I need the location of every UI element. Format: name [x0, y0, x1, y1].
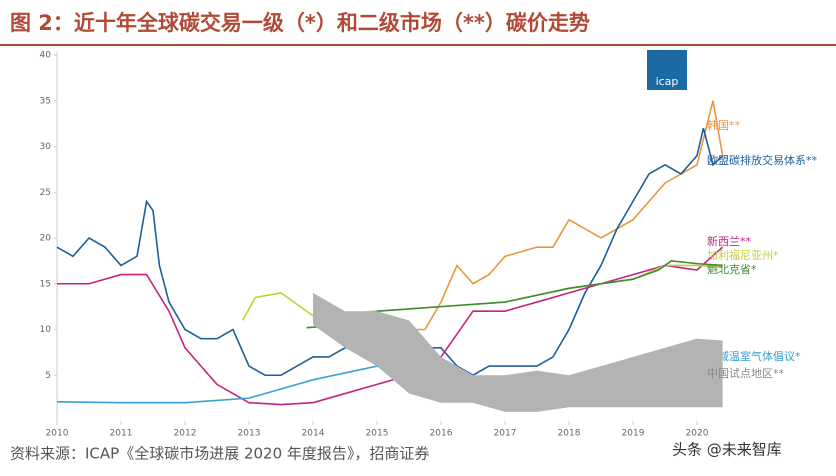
- y-tick-label: 30: [40, 142, 52, 152]
- y-tick-label: 35: [40, 96, 51, 106]
- x-tick-label: 2015: [366, 429, 389, 439]
- y-tick-label: 20: [40, 234, 52, 244]
- legend-label: 中国试点地区**: [707, 367, 784, 380]
- logo: icap: [656, 75, 679, 88]
- legend-label: 欧盟碳排放交易体系**: [707, 153, 817, 167]
- legend-label: 加利福尼亚州*: [707, 248, 779, 262]
- x-tick-label: 2019: [622, 429, 645, 439]
- y-tick-label: 25: [40, 188, 51, 198]
- x-tick-label: 2012: [174, 429, 197, 439]
- legend-label: 韩国**: [707, 118, 740, 132]
- x-tick-label: 2020: [686, 429, 709, 439]
- legend-label: 魁北克省*: [707, 262, 757, 276]
- legend-label: 新西兰**: [707, 234, 751, 248]
- x-tick-label: 2014: [302, 429, 325, 439]
- logo-box: [647, 50, 687, 90]
- source: 资料来源：ICAP《全球碳市场进展 2020 年度报告》，招商证券: [10, 445, 429, 463]
- y-tick-label: 40: [40, 51, 52, 61]
- x-tick-label: 2016: [430, 429, 453, 439]
- y-tick-label: 10: [40, 325, 52, 335]
- y-tick-label: 15: [40, 279, 51, 289]
- x-tick-label: 2017: [494, 429, 517, 439]
- x-tick-label: 2013: [238, 429, 261, 439]
- chart-title: 图 2：近十年全球碳交易一级（*）和二级市场（**）碳价走势: [10, 11, 590, 35]
- y-tick-label: 5: [45, 371, 51, 381]
- legend-label: 区域温室气体倡议*: [707, 349, 801, 363]
- series-line: [376, 100, 724, 340]
- x-tick-label: 2010: [46, 429, 69, 439]
- watermark: 头条 @未来智库: [672, 441, 782, 459]
- x-tick-label: 2018: [558, 429, 581, 439]
- x-tick-label: 2011: [110, 429, 133, 439]
- range-band: [313, 292, 723, 412]
